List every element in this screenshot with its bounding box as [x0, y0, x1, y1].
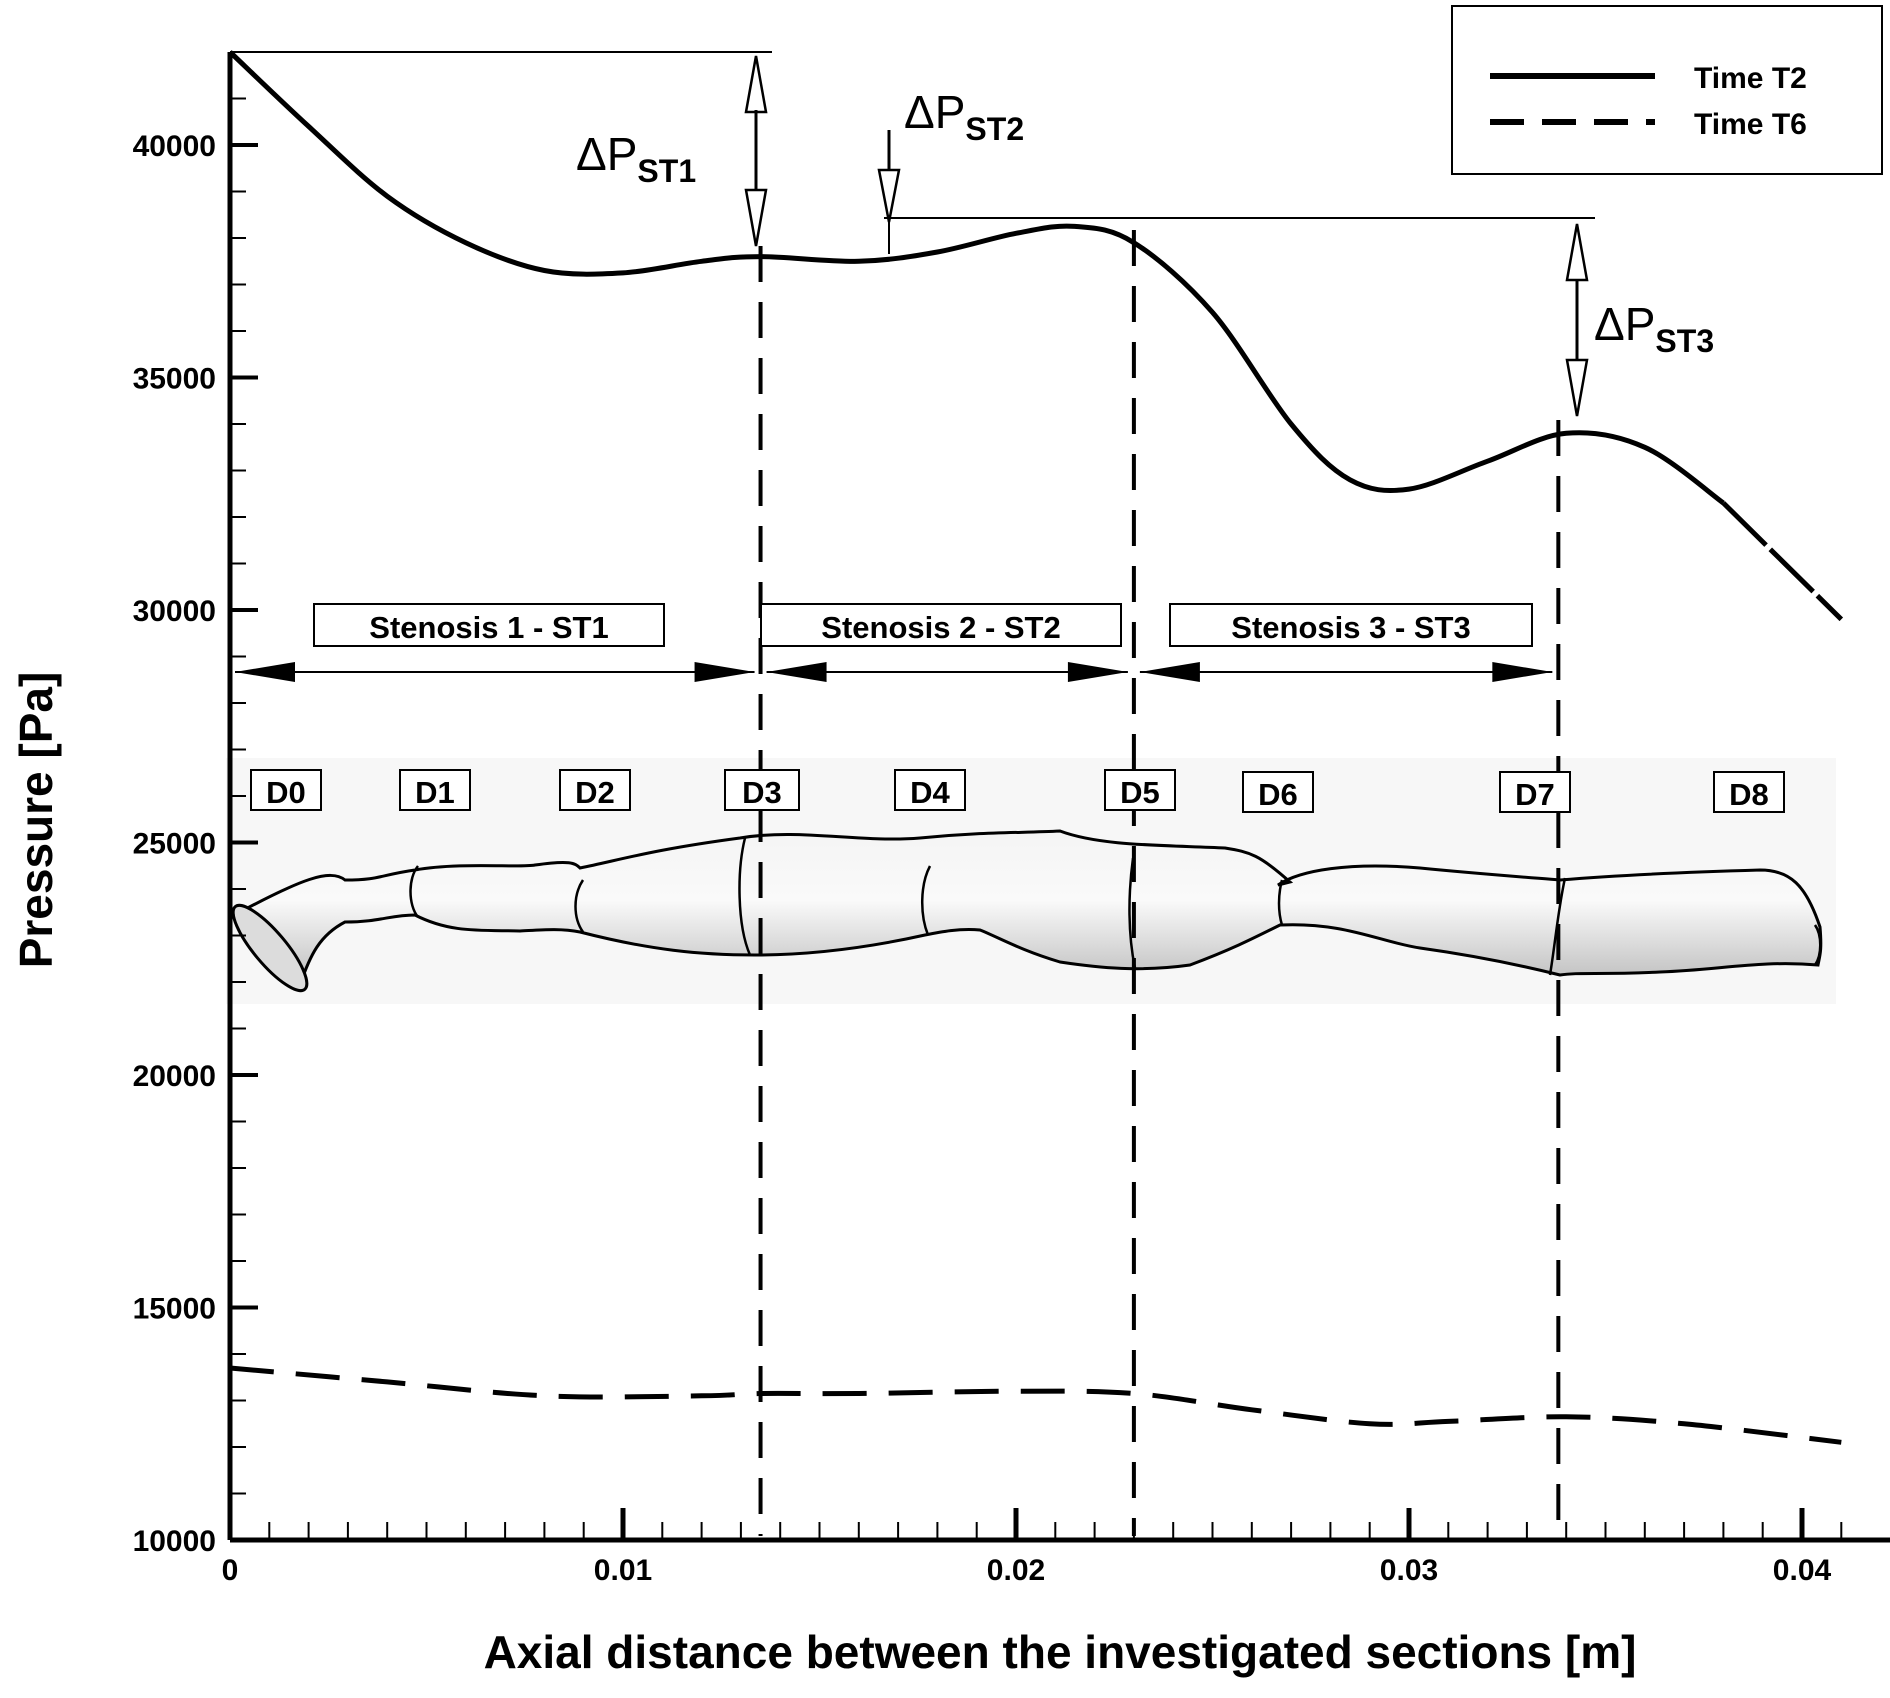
section-labels: D0 D1 D2 D3 D4 D5 D6 D7 D8 — [250, 769, 1785, 813]
y-tick-label: 20000 — [133, 1060, 216, 1093]
stenosis-arrowhead-right — [694, 662, 755, 682]
stenosis-label-1: Stenosis 1 - ST1 — [369, 610, 608, 645]
x-axis-title: Axial distance between the investigated … — [484, 1626, 1637, 1678]
vessel-illustration — [231, 829, 1823, 993]
stenosis-label-box-2 — [760, 603, 1122, 647]
legend-label-t6: Time T6 — [1694, 108, 1807, 141]
vessel-inlet — [231, 903, 309, 993]
section-markers — [758, 230, 1561, 1536]
section-ring-d6 — [1277, 879, 1284, 926]
stenosis-region-1: Stenosis 1 - ST1 — [313, 603, 665, 647]
section-d3: D3 — [724, 769, 800, 811]
x-tick-label: 0.02 — [987, 1554, 1045, 1587]
stenosis-label-2: Stenosis 2 - ST2 — [821, 610, 1060, 645]
stenosis-region-3: Stenosis 3 - ST3 — [1169, 603, 1533, 647]
stenosis-label-box-3 — [1169, 603, 1533, 647]
section-label-d6: D6 — [1258, 777, 1298, 812]
y-axis: 10000 15000 20000 25000 30000 35000 40000 — [133, 51, 258, 1558]
stenosis-arrowhead-left — [1139, 662, 1200, 682]
x-axis: 0 0.01 0.02 0.03 0.04 — [222, 1508, 1890, 1587]
section-d1: D1 — [399, 769, 471, 811]
section-d4: D4 — [894, 769, 966, 811]
section-label-d1: D1 — [415, 775, 455, 810]
series-line-t6 — [229, 1365, 1842, 1445]
section-d5: D5 — [1104, 769, 1176, 811]
dp-arrowhead-st3-up — [1565, 223, 1589, 282]
stenosis-region-2: Stenosis 2 - ST2 — [760, 603, 1122, 647]
dp-arrowhead-st3-down — [1565, 358, 1589, 417]
stenosis-label-box-1 — [313, 603, 665, 647]
section-ring-d4 — [920, 865, 932, 936]
x-tick-label: 0.01 — [594, 1554, 652, 1587]
section-d6: D6 — [1242, 771, 1314, 813]
section-ring-d2 — [574, 879, 585, 933]
dp-label-st3: ΔPST3 — [1594, 298, 1714, 359]
section-box-d5 — [1104, 769, 1176, 811]
series-line-t2 — [228, 50, 1725, 506]
section-label-d4: D4 — [910, 775, 950, 810]
x-tick-label: 0.03 — [1380, 1554, 1438, 1587]
section-box-d0 — [250, 769, 322, 811]
section-box-d4 — [894, 769, 966, 811]
section-ring-d3 — [738, 837, 752, 956]
pressure-drop-st1: ΔPST1 — [232, 51, 772, 247]
pressure-drop-st2: ΔPST2 — [877, 86, 1595, 254]
vessel-body — [232, 829, 1823, 988]
legend-box — [1451, 5, 1883, 175]
legend-label-t2: Time T2 — [1694, 62, 1807, 95]
y-tick-label: 35000 — [133, 363, 216, 396]
section-label-d8: D8 — [1729, 777, 1769, 812]
section-box-d6 — [1242, 771, 1314, 813]
section-ring-d1 — [409, 865, 420, 918]
y-tick-label: 15000 — [133, 1293, 216, 1326]
section-d2: D2 — [559, 769, 631, 811]
section-label-d7: D7 — [1515, 777, 1555, 812]
y-tick-label: 30000 — [133, 595, 216, 628]
dp-arrowhead-st1-down — [744, 188, 768, 247]
stenosis-arrowhead-left — [235, 662, 295, 682]
stenosis-arrowhead-left — [766, 662, 827, 682]
section-box-d7 — [1499, 771, 1571, 813]
y-tick-label: 40000 — [133, 130, 216, 163]
section-label-d3: D3 — [742, 775, 782, 810]
dp-label-st1: ΔPST1 — [576, 128, 696, 189]
stenosis-label-3: Stenosis 3 - ST3 — [1231, 610, 1470, 645]
section-d8: D8 — [1713, 771, 1785, 813]
section-box-d1 — [399, 769, 471, 811]
x-tick-label: 0 — [222, 1554, 239, 1587]
section-label-d0: D0 — [266, 775, 306, 810]
section-d7: D7 — [1499, 771, 1571, 813]
section-label-d2: D2 — [575, 775, 615, 810]
y-tick-label: 25000 — [133, 828, 216, 861]
section-box-d2 — [559, 769, 631, 811]
vessel-outlet — [1813, 924, 1822, 966]
section-box-d8 — [1713, 771, 1785, 813]
section-label-d5: D5 — [1120, 775, 1160, 810]
dp-label-st2: ΔPST2 — [904, 86, 1024, 147]
section-box-d3 — [724, 769, 800, 811]
legend: Time T2 Time T6 — [1451, 5, 1883, 175]
series-line-t2-tail — [1721, 501, 1844, 622]
section-d0: D0 — [250, 769, 322, 811]
x-tick-label: 0.04 — [1773, 1554, 1832, 1587]
series-lines — [228, 50, 1844, 1445]
stenosis-regions: Stenosis 1 - ST1 Stenosis 2 - ST2 Stenos… — [235, 603, 1553, 682]
dp-arrowhead-st1-up — [744, 55, 768, 114]
section-ring-d5 — [1128, 857, 1137, 969]
y-axis-title: Pressure [Pa] — [10, 672, 62, 969]
pressure-drop-st3: ΔPST3 — [1565, 223, 1714, 417]
stenosis-arrowhead-right — [1067, 662, 1128, 682]
y-tick-label: 10000 — [133, 1525, 216, 1558]
stenosis-arrowhead-right — [1492, 662, 1553, 682]
dp-arrowhead-st2 — [877, 168, 901, 223]
